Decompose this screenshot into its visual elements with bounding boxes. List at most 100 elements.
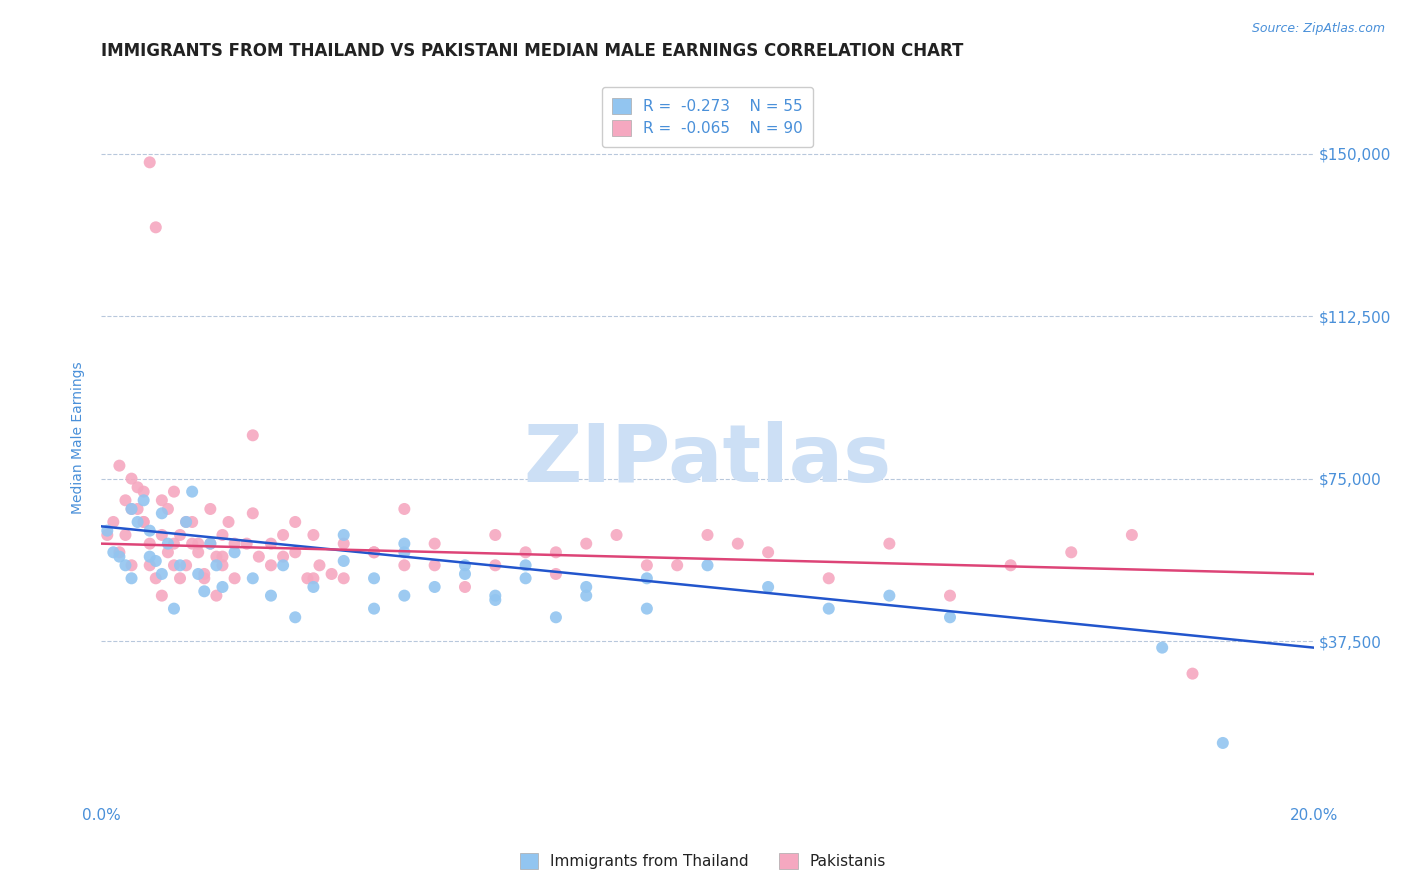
- Point: [939, 589, 962, 603]
- Point: [394, 558, 416, 573]
- Point: [108, 545, 131, 559]
- Point: [260, 589, 283, 603]
- Text: ZIPatlas: ZIPatlas: [523, 421, 891, 499]
- Point: [606, 528, 628, 542]
- Point: [247, 549, 270, 564]
- Legend: R =  -0.273    N = 55, R =  -0.065    N = 90: R = -0.273 N = 55, R = -0.065 N = 90: [602, 87, 813, 147]
- Point: [756, 580, 779, 594]
- Point: [636, 601, 658, 615]
- Point: [103, 515, 125, 529]
- Point: [108, 549, 131, 564]
- Point: [138, 549, 160, 564]
- Point: [394, 545, 416, 559]
- Point: [636, 558, 658, 573]
- Point: [363, 545, 385, 559]
- Text: IMMIGRANTS FROM THAILAND VS PAKISTANI MEDIAN MALE EARNINGS CORRELATION CHART: IMMIGRANTS FROM THAILAND VS PAKISTANI ME…: [101, 42, 963, 60]
- Point: [138, 558, 160, 573]
- Point: [163, 601, 186, 615]
- Point: [127, 515, 149, 529]
- Point: [169, 558, 191, 573]
- Point: [544, 610, 567, 624]
- Point: [174, 515, 197, 529]
- Point: [138, 536, 160, 550]
- Point: [174, 558, 197, 573]
- Point: [156, 536, 179, 550]
- Point: [879, 589, 901, 603]
- Point: [121, 502, 143, 516]
- Point: [218, 515, 240, 529]
- Point: [454, 558, 477, 573]
- Point: [332, 528, 354, 542]
- Point: [394, 589, 416, 603]
- Point: [108, 458, 131, 473]
- Point: [114, 558, 136, 573]
- Point: [284, 610, 307, 624]
- Point: [150, 566, 173, 581]
- Point: [121, 472, 143, 486]
- Point: [156, 545, 179, 559]
- Point: [544, 566, 567, 581]
- Point: [145, 571, 167, 585]
- Point: [332, 536, 354, 550]
- Point: [200, 536, 222, 550]
- Point: [187, 536, 209, 550]
- Point: [423, 536, 446, 550]
- Point: [145, 554, 167, 568]
- Point: [484, 528, 506, 542]
- Point: [484, 589, 506, 603]
- Point: [242, 428, 264, 442]
- Point: [575, 580, 598, 594]
- Point: [200, 502, 222, 516]
- Point: [114, 528, 136, 542]
- Point: [1000, 558, 1022, 573]
- Point: [193, 571, 215, 585]
- Point: [515, 558, 537, 573]
- Point: [302, 580, 325, 594]
- Point: [211, 528, 233, 542]
- Point: [224, 545, 246, 559]
- Point: [193, 584, 215, 599]
- Point: [260, 536, 283, 550]
- Point: [817, 571, 839, 585]
- Point: [271, 558, 294, 573]
- Point: [332, 571, 354, 585]
- Point: [575, 536, 598, 550]
- Point: [132, 493, 155, 508]
- Point: [121, 502, 143, 516]
- Point: [423, 558, 446, 573]
- Point: [174, 515, 197, 529]
- Point: [150, 506, 173, 520]
- Point: [515, 545, 537, 559]
- Point: [515, 571, 537, 585]
- Point: [696, 528, 718, 542]
- Point: [96, 524, 118, 538]
- Point: [394, 536, 416, 550]
- Point: [121, 571, 143, 585]
- Y-axis label: Median Male Earnings: Median Male Earnings: [72, 362, 86, 515]
- Point: [121, 558, 143, 573]
- Point: [544, 545, 567, 559]
- Point: [332, 554, 354, 568]
- Point: [150, 589, 173, 603]
- Point: [96, 528, 118, 542]
- Point: [575, 589, 598, 603]
- Point: [394, 502, 416, 516]
- Point: [308, 558, 330, 573]
- Point: [181, 484, 204, 499]
- Point: [169, 571, 191, 585]
- Point: [242, 571, 264, 585]
- Point: [297, 571, 319, 585]
- Point: [454, 566, 477, 581]
- Point: [363, 601, 385, 615]
- Point: [284, 515, 307, 529]
- Point: [211, 558, 233, 573]
- Point: [879, 536, 901, 550]
- Point: [1212, 736, 1234, 750]
- Point: [484, 558, 506, 573]
- Point: [211, 580, 233, 594]
- Point: [200, 536, 222, 550]
- Point: [321, 566, 343, 581]
- Point: [145, 220, 167, 235]
- Point: [138, 524, 160, 538]
- Point: [271, 549, 294, 564]
